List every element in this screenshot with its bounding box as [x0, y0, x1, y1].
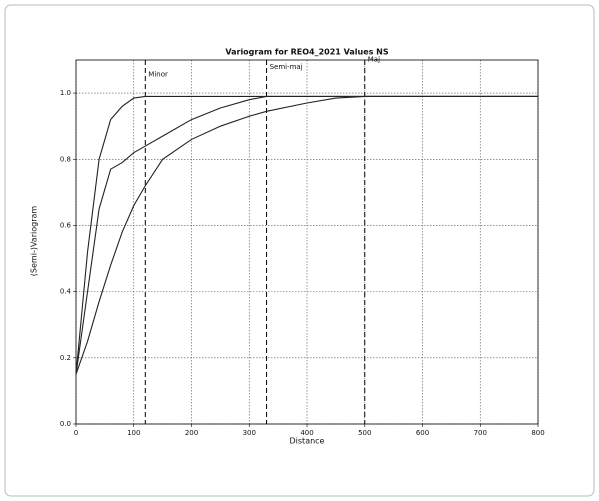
x-tick-label: 800 — [531, 429, 544, 437]
y-tick-label: 1.0 — [60, 89, 71, 97]
y-axis-label: (Semi-)Variogram — [30, 206, 39, 277]
x-tick-label: 0 — [74, 429, 78, 437]
x-tick-label: 200 — [185, 429, 198, 437]
marker-label: Semi-maj — [270, 63, 303, 71]
x-axis-label: Distance — [290, 437, 325, 446]
frame — [4, 4, 595, 497]
series-line — [75, 95, 538, 375]
y-tick-label: 0.0 — [60, 420, 71, 428]
x-tick-label: 100 — [127, 429, 140, 437]
plot-area — [75, 59, 539, 425]
y-tick-label: 0.6 — [60, 221, 72, 229]
x-tick-label: 600 — [416, 429, 429, 437]
y-tick-label: 0.4 — [60, 288, 72, 296]
x-tick-label: 400 — [300, 429, 313, 437]
chart-title: Variogram for REO4_2021 Values NS — [225, 48, 389, 57]
y-tick-label: 0.8 — [60, 155, 71, 163]
marker-label: Minor — [148, 71, 168, 79]
x-tick-label: 300 — [243, 429, 256, 437]
x-tick-label: 500 — [358, 429, 371, 437]
y-tick-label: 0.2 — [60, 354, 71, 362]
x-tick-label: 700 — [474, 429, 487, 437]
marker-label: Maj — [368, 56, 380, 64]
